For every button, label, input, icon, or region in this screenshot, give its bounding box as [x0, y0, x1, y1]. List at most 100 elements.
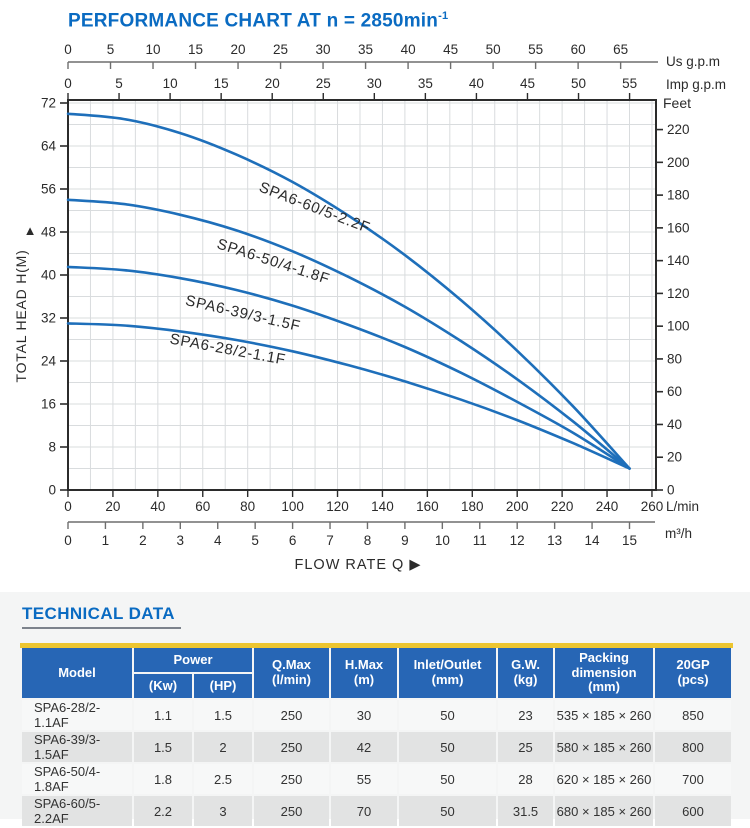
us-gpm-tick-label: 50 — [486, 42, 501, 57]
cell-inlet-outlet: 50 — [399, 764, 497, 794]
cell-inlet-outlet: 50 — [399, 732, 497, 762]
imp-gpm-axis: 0 5 10 15 20 25 30 35 40 45 50 55 Imp g.p.m — [64, 76, 726, 100]
m3h-tick-label: 2 — [139, 533, 147, 548]
table-row: SPA6-39/3-1.5AF 1.5 2 250 42 50 25 580 ×… — [22, 732, 732, 762]
technical-data-section: TECHNICAL DATA Model Power Q.Max (l/min) — [0, 592, 750, 826]
feet-tick-label: 120 — [667, 286, 690, 301]
imp-gpm-tick-label: 25 — [316, 76, 331, 91]
column-header-kw: (Kw) — [134, 674, 192, 698]
head-m-tick-label: 56 — [41, 182, 56, 197]
lmin-tick-label: 240 — [596, 499, 619, 514]
lmin-axis: 0 20 40 60 80 100 120 140 160 180 200 220 240 260 L/mi… — [64, 490, 699, 514]
chart-title-superscript: -1 — [438, 10, 449, 22]
column-header-inlet-outlet: Inlet/Outlet (mm) — [399, 648, 497, 698]
flow-rate-label: FLOW RATE Q ▶ — [295, 557, 422, 573]
imp-gpm-tick-label: 50 — [571, 76, 586, 91]
cell-model: SPA6-60/5-2.2AF — [22, 796, 132, 826]
column-header-qmax-line2: (l/min) — [272, 672, 312, 687]
lmin-tick-label: 160 — [416, 499, 439, 514]
cell-hp: 2 — [194, 732, 253, 762]
m3h-tick-label: 3 — [177, 533, 185, 548]
column-header-hp: (HP) — [194, 674, 253, 698]
feet-tick-label: 80 — [667, 351, 682, 366]
column-header-inlet-line2: (mm) — [431, 672, 464, 687]
feet-tick-label: 180 — [667, 188, 690, 203]
lmin-tick-label: 260 — [641, 499, 664, 514]
total-head-axis-label: TOTAL HEAD H(M) — [13, 249, 29, 382]
cell-hp: 3 — [194, 796, 253, 826]
head-m-tick-label: 48 — [41, 225, 56, 240]
cell-gw: 28 — [498, 764, 554, 794]
chart-title: PERFORMANCE CHART AT n = 2850min-1 — [68, 10, 448, 32]
column-header-20gp-line1: 20GP — [676, 657, 710, 673]
cell-hmax: 42 — [331, 732, 398, 762]
cell-qmax: 250 — [254, 796, 330, 826]
column-header-packing-line3: (mm) — [588, 679, 620, 695]
lmin-tick-label: 120 — [326, 499, 349, 514]
plot-frame — [67, 99, 657, 491]
m3h-tick-label: 7 — [326, 533, 334, 548]
us-gpm-tick-label: 65 — [613, 42, 628, 57]
cell-hp: 1.5 — [194, 700, 253, 730]
left-axis-m: 72 64 56 48 40 32 24 16 8 0 — [41, 96, 68, 498]
us-gpm-tick-label: 45 — [443, 42, 458, 57]
head-m-tick-label: 40 — [41, 268, 56, 283]
total-head-label: ▲ TOTAL HEAD H(M) — [13, 223, 36, 383]
curve-label-SPA6-28/2-1.1F: SPA6-28/2-1.1F — [168, 330, 287, 368]
cell-qmax: 250 — [254, 732, 330, 762]
us-gpm-tick-label: 0 — [64, 42, 72, 57]
lmin-tick-label: 180 — [461, 499, 484, 514]
cell-20gp: 850 — [655, 700, 732, 730]
cell-kw: 2.2 — [134, 796, 192, 826]
m3h-tick-label: 0 — [64, 533, 72, 548]
lmin-tick-label: 20 — [105, 499, 120, 514]
imp-gpm-tick-label: 10 — [163, 76, 178, 91]
imp-gpm-tick-label: 40 — [469, 76, 484, 91]
us-gpm-tick-label: 25 — [273, 42, 288, 57]
lmin-tick-label: 40 — [150, 499, 165, 514]
column-header-gw: G.W. (kg) — [498, 648, 554, 698]
m3h-tick-label: 15 — [622, 533, 637, 548]
imp-gpm-tick-label: 20 — [265, 76, 280, 91]
head-m-tick-label: 64 — [41, 139, 57, 154]
cell-gw: 25 — [498, 732, 554, 762]
cell-gw: 31.5 — [498, 796, 554, 826]
feet-tick-label: 60 — [667, 384, 682, 399]
head-m-tick-label: 32 — [41, 311, 56, 326]
cell-qmax: 250 — [254, 764, 330, 794]
lmin-tick-label: 200 — [506, 499, 529, 514]
up-arrow-icon: ▲ — [24, 223, 37, 238]
us-gpm-tick-label: 60 — [571, 42, 586, 57]
table-accent-bar — [20, 643, 733, 648]
feet-tick-label: 140 — [667, 253, 690, 268]
cell-packing: 535 × 185 × 260 — [555, 700, 654, 730]
technical-data-table: Model Power Q.Max (l/min) H.Max (m) Inle… — [20, 646, 733, 828]
imp-gpm-tick-label: 30 — [367, 76, 382, 91]
m3h-tick-label: 5 — [251, 533, 259, 548]
m3h-tick-label: 1 — [102, 533, 110, 548]
column-header-qmax-line1: Q.Max — [272, 657, 312, 673]
imp-gpm-tick-label: 5 — [115, 76, 123, 91]
us-gpm-tick-label: 10 — [146, 42, 161, 57]
lmin-tick-label: 0 — [64, 499, 72, 514]
imp-gpm-tick-label: 35 — [418, 76, 433, 91]
curve-SPA6-50/4-1.8F — [66, 198, 631, 470]
us-gpm-axis: 0 5 10 15 20 25 30 35 40 45 50 55 60 65 Us g.p.m — [64, 42, 720, 69]
m3h-tick-label: 8 — [364, 533, 372, 548]
lmin-axis-label: L/min — [666, 499, 699, 514]
imp-gpm-tick-label: 0 — [64, 76, 72, 91]
head-m-tick-label: 0 — [48, 483, 56, 498]
lmin-tick-label: 80 — [240, 499, 255, 514]
cell-model: SPA6-28/2-1.1AF — [22, 700, 132, 730]
us-gpm-tick-label: 55 — [528, 42, 543, 57]
cell-model: SPA6-39/3-1.5AF — [22, 732, 132, 762]
column-header-inlet-line1: Inlet/Outlet — [413, 657, 482, 673]
m3h-tick-label: 4 — [214, 533, 222, 548]
lmin-tick-label: 140 — [371, 499, 394, 514]
cell-hp: 2.5 — [194, 764, 253, 794]
head-m-tick-label: 24 — [41, 354, 57, 369]
feet-axis-label: Feet — [663, 95, 691, 111]
technical-data-heading: TECHNICAL DATA — [22, 604, 181, 629]
